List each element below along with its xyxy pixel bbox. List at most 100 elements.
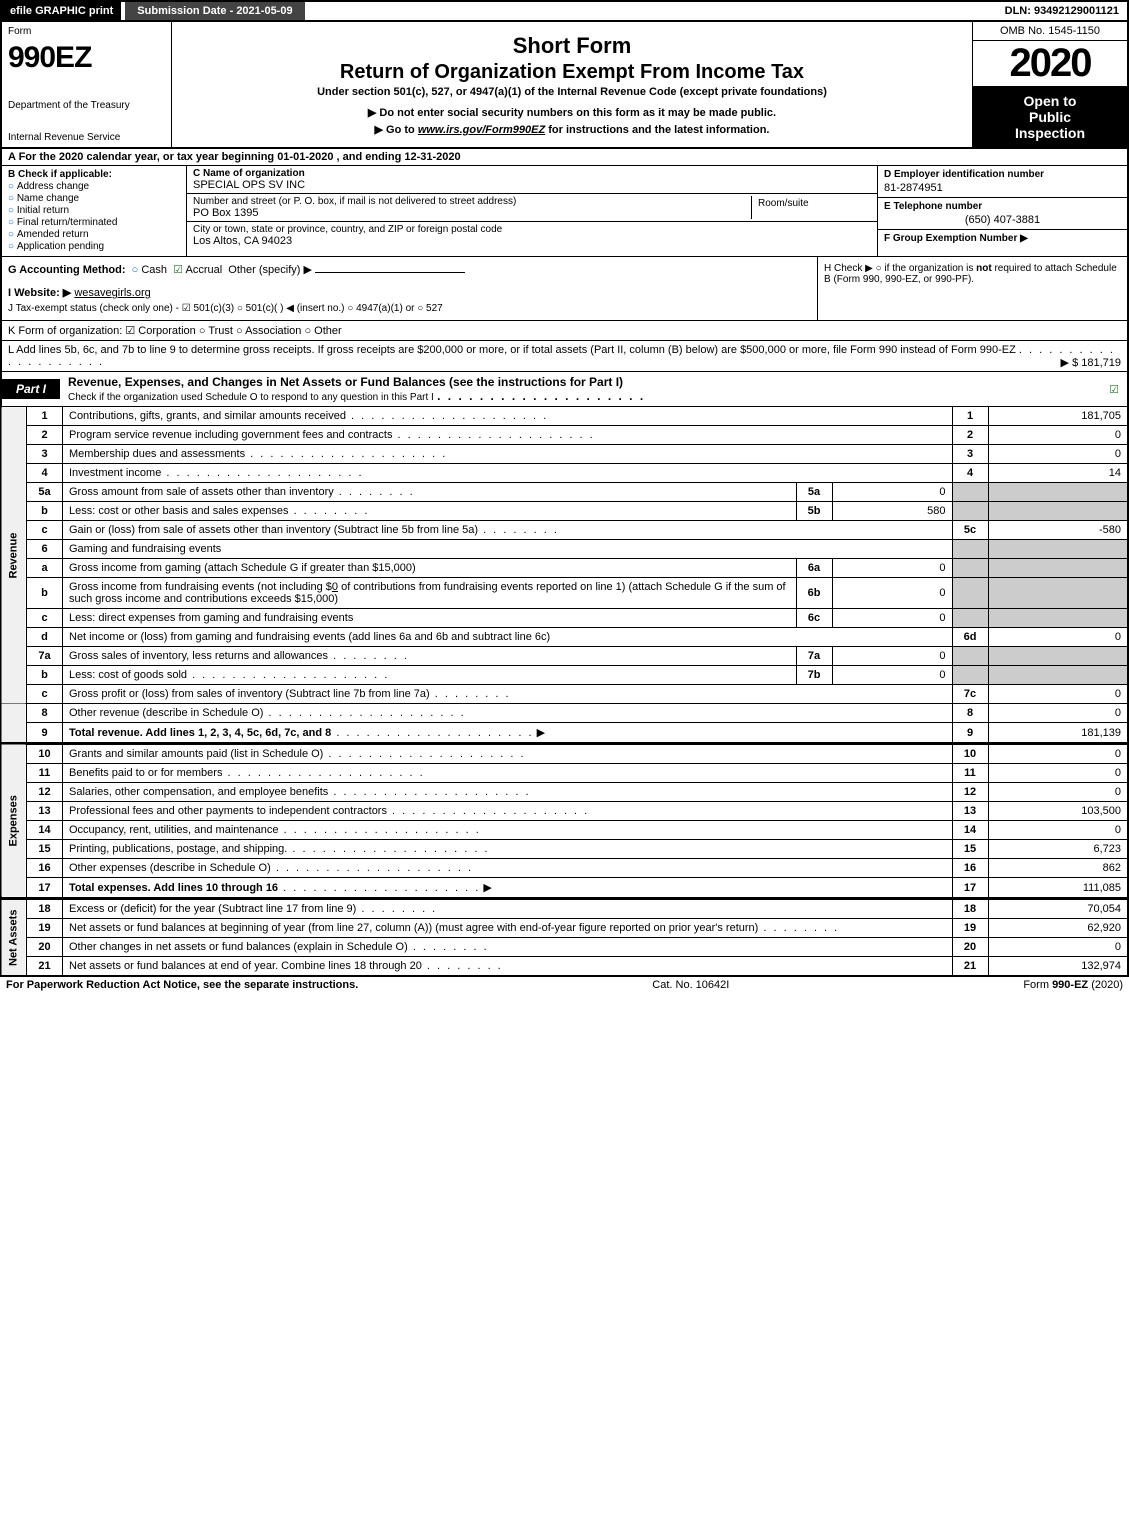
l6b-t1: Gross income from fundraising events (no…	[69, 581, 332, 593]
l12-val: 0	[988, 783, 1128, 802]
chk-name-change[interactable]: Name change	[8, 193, 180, 204]
l10-ln: 10	[952, 744, 988, 764]
open-public-badge: Open to Public Inspection	[973, 87, 1127, 147]
l5b-num: b	[27, 502, 63, 521]
submission-date: Submission Date - 2021-05-09	[125, 2, 304, 20]
footer-center: Cat. No. 10642I	[358, 979, 1023, 991]
dept-irs: Internal Revenue Service	[8, 132, 165, 143]
l6b-sn: 6b	[796, 578, 832, 609]
part1-tab: Part I	[2, 379, 60, 399]
l17-ln: 17	[952, 878, 988, 898]
l6d-text: Net income or (loss) from gaming and fun…	[69, 631, 550, 643]
city-row: City or town, state or province, country…	[187, 222, 877, 249]
l10-text: Grants and similar amounts paid (list in…	[69, 748, 323, 760]
l11-ln: 11	[952, 764, 988, 783]
l6a-sn: 6a	[796, 559, 832, 578]
l6a-sv: 0	[832, 559, 952, 578]
l2-val: 0	[988, 426, 1128, 445]
l5c-text: Gain or (loss) from sale of assets other…	[69, 524, 478, 536]
goto-post: for instructions and the latest informat…	[545, 124, 769, 136]
l8-ln: 8	[952, 704, 988, 723]
section-def: D Employer identification number 81-2874…	[877, 166, 1127, 256]
revenue-table: Revenue 1 Contributions, gifts, grants, …	[0, 407, 1129, 743]
l17-text: Total expenses. Add lines 10 through 16	[69, 882, 278, 894]
l4-val: 14	[988, 464, 1128, 483]
l14-num: 14	[27, 821, 63, 840]
l6c-text: Less: direct expenses from gaming and fu…	[69, 612, 353, 624]
chk-initial-return[interactable]: Initial return	[8, 205, 180, 216]
addr: PO Box 1395	[193, 207, 751, 219]
l5a-text: Gross amount from sale of assets other t…	[69, 486, 334, 498]
efile-label[interactable]: efile GRAPHIC print	[2, 2, 121, 20]
l5a-sn: 5a	[796, 483, 832, 502]
l8-text: Other revenue (describe in Schedule O)	[69, 707, 263, 719]
l20-ln: 20	[952, 938, 988, 957]
chk-final-return[interactable]: Final return/terminated	[8, 217, 180, 228]
l5b-text: Less: cost or other basis and sales expe…	[69, 505, 289, 517]
l19-ln: 19	[952, 919, 988, 938]
goto-pre: ▶ Go to	[375, 124, 418, 136]
g-other: Other (specify) ▶	[228, 264, 312, 276]
h-not: not	[976, 263, 992, 274]
l7c-val: 0	[988, 685, 1128, 704]
l12-ln: 12	[952, 783, 988, 802]
g-cash[interactable]: Cash	[132, 264, 167, 276]
part1-title: Revenue, Expenses, and Changes in Net As…	[60, 372, 1109, 406]
l2-ln: 2	[952, 426, 988, 445]
l10-val: 0	[988, 744, 1128, 764]
website[interactable]: wesavegirls.org	[74, 287, 150, 299]
netassets-table: Net Assets 18 Excess or (deficit) for th…	[0, 898, 1129, 977]
section-d: D Employer identification number 81-2874…	[878, 166, 1127, 198]
l9-text: Total revenue. Add lines 1, 2, 3, 4, 5c,…	[69, 727, 331, 739]
l2-text: Program service revenue including govern…	[69, 429, 392, 441]
l7b-sn: 7b	[796, 666, 832, 685]
tax-year: 2020	[973, 41, 1127, 87]
l6d-ln: 6d	[952, 628, 988, 647]
section-b: B Check if applicable: Address change Na…	[2, 166, 187, 256]
l5c-num: c	[27, 521, 63, 540]
l19-num: 19	[27, 919, 63, 938]
l14-val: 0	[988, 821, 1128, 840]
chk-amended-return[interactable]: Amended return	[8, 229, 180, 240]
goto-line: ▶ Go to www.irs.gov/Form990EZ for instru…	[182, 123, 962, 136]
footer-left: For Paperwork Reduction Act Notice, see …	[6, 979, 358, 991]
l6-num: 6	[27, 540, 63, 559]
l5a-sv: 0	[832, 483, 952, 502]
l5b-sv: 580	[832, 502, 952, 521]
l17-val: 111,085	[988, 878, 1128, 898]
l6a-text: Gross income from gaming (attach Schedul…	[69, 562, 416, 574]
l13-num: 13	[27, 802, 63, 821]
l6c-num: c	[27, 609, 63, 628]
chk-application-pending[interactable]: Application pending	[8, 241, 180, 252]
l11-text: Benefits paid to or for members	[69, 767, 222, 779]
l14-ln: 14	[952, 821, 988, 840]
l7b-text: Less: cost of goods sold	[69, 669, 187, 681]
l4-num: 4	[27, 464, 63, 483]
l-val: ▶ $ 181,719	[1061, 356, 1121, 369]
l9-num: 9	[27, 723, 63, 743]
g-accrual[interactable]: Accrual	[173, 264, 222, 276]
city-label: City or town, state or province, country…	[193, 224, 871, 235]
l4-ln: 4	[952, 464, 988, 483]
under-section: Under section 501(c), 527, or 4947(a)(1)…	[182, 86, 962, 98]
l5c-val: -580	[988, 521, 1128, 540]
chk-address-change[interactable]: Address change	[8, 181, 180, 192]
room-suite: Room/suite	[751, 196, 871, 219]
irs-link[interactable]: www.irs.gov/Form990EZ	[418, 124, 545, 136]
l19-text: Net assets or fund balances at beginning…	[69, 922, 758, 934]
section-c: C Name of organization SPECIAL OPS SV IN…	[187, 166, 877, 256]
l7c-num: c	[27, 685, 63, 704]
ein: 81-2874951	[884, 182, 1121, 194]
l13-text: Professional fees and other payments to …	[69, 805, 387, 817]
l21-ln: 21	[952, 957, 988, 977]
l6b-num: b	[27, 578, 63, 609]
part1-header: Part I Revenue, Expenses, and Changes in…	[0, 372, 1129, 407]
l2-num: 2	[27, 426, 63, 445]
l7c-text: Gross profit or (loss) from sales of inv…	[69, 688, 430, 700]
l21-num: 21	[27, 957, 63, 977]
l12-text: Salaries, other compensation, and employ…	[69, 786, 328, 798]
l11-val: 0	[988, 764, 1128, 783]
dept-treasury: Department of the Treasury	[8, 100, 165, 111]
inspection: Inspection	[977, 125, 1123, 141]
l6d-num: d	[27, 628, 63, 647]
